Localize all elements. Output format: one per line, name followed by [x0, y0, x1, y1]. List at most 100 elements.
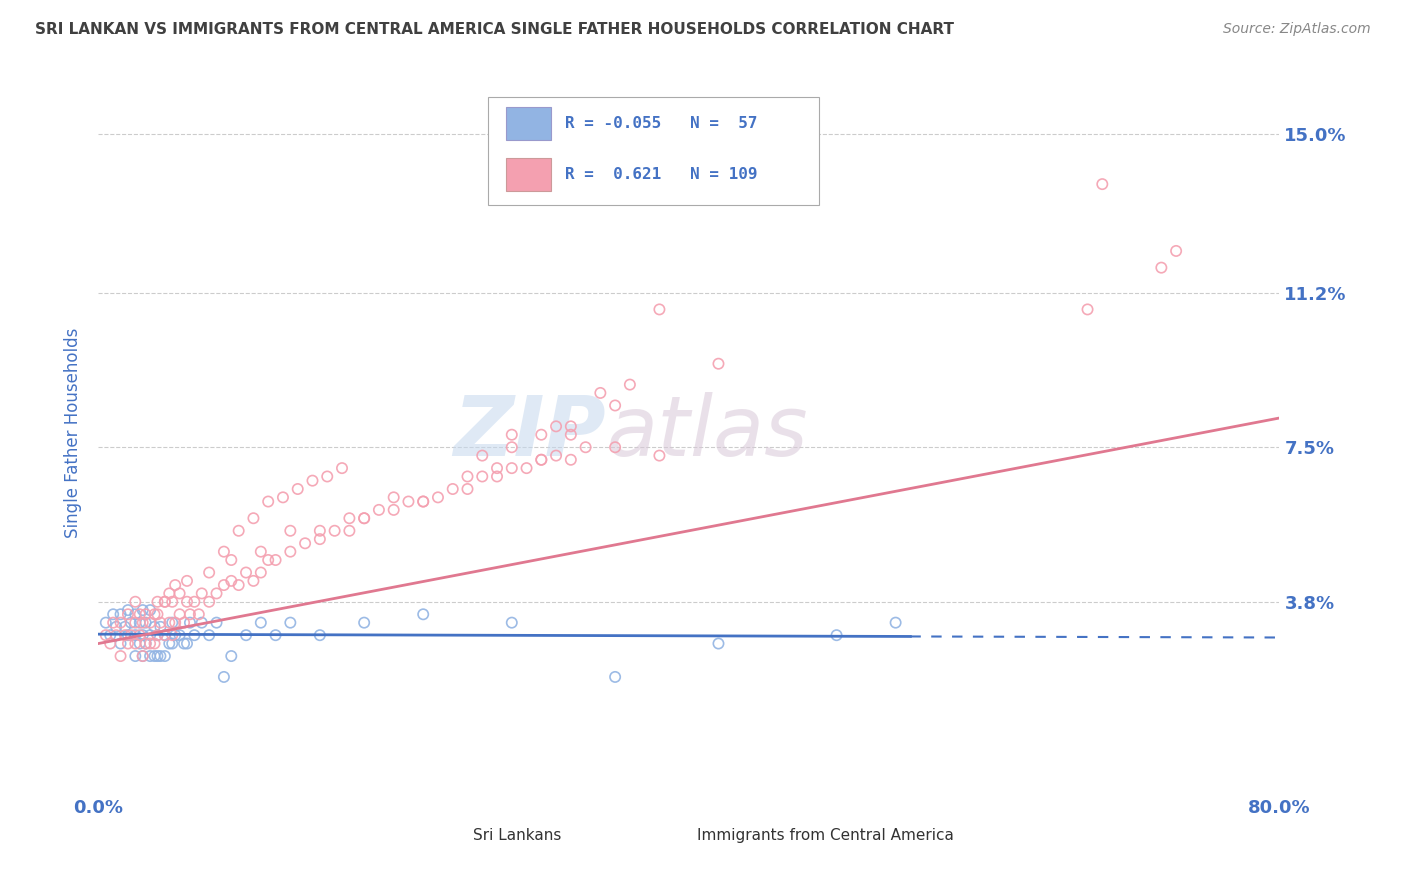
Point — [128, 615, 150, 630]
Point — [135, 636, 157, 650]
Point — [309, 628, 332, 642]
Point — [264, 628, 287, 642]
Point — [486, 461, 509, 475]
Point — [117, 636, 139, 650]
Point — [173, 636, 195, 650]
Point — [280, 544, 302, 558]
Point — [382, 503, 405, 517]
Point — [169, 607, 191, 622]
Point — [114, 628, 136, 642]
Point — [157, 636, 180, 650]
Point — [117, 603, 139, 617]
Point — [139, 648, 162, 663]
Point — [110, 636, 132, 650]
Point — [157, 586, 180, 600]
Point — [589, 386, 612, 401]
Point — [257, 494, 280, 508]
Point — [198, 628, 221, 642]
Point — [153, 628, 176, 642]
Point — [441, 482, 464, 496]
Point — [128, 628, 150, 642]
Point — [330, 461, 353, 475]
Point — [139, 636, 162, 650]
Point — [143, 607, 166, 622]
Point — [530, 452, 553, 467]
Point — [707, 357, 730, 371]
Point — [301, 474, 323, 488]
Text: atlas: atlas — [606, 392, 808, 473]
Point — [427, 491, 450, 505]
Point — [398, 494, 420, 508]
Point — [198, 566, 221, 580]
Point — [280, 524, 302, 538]
Point — [162, 595, 183, 609]
Point — [98, 636, 121, 650]
Point — [530, 427, 553, 442]
Point — [353, 511, 375, 525]
Point — [128, 636, 150, 650]
Point — [146, 628, 169, 642]
Point — [309, 532, 332, 546]
Point — [294, 536, 316, 550]
Point — [105, 628, 128, 642]
Point — [323, 524, 346, 538]
Point — [605, 440, 627, 454]
Point — [139, 603, 162, 617]
Point — [191, 615, 214, 630]
Point — [648, 302, 671, 317]
Point — [128, 607, 150, 622]
Point — [825, 628, 848, 642]
Point — [124, 648, 146, 663]
Point — [228, 578, 250, 592]
Point — [176, 636, 198, 650]
Point — [176, 595, 198, 609]
Point — [124, 607, 146, 622]
Point — [707, 636, 730, 650]
Point — [98, 628, 121, 642]
Point — [162, 628, 183, 642]
Point — [530, 452, 553, 467]
FancyBboxPatch shape — [488, 96, 818, 205]
Point — [120, 615, 142, 630]
Point — [250, 615, 273, 630]
Point — [139, 628, 162, 642]
Point — [110, 607, 132, 622]
Point — [486, 469, 509, 483]
Point — [560, 419, 582, 434]
Point — [124, 595, 146, 609]
Point — [221, 648, 243, 663]
Point — [605, 670, 627, 684]
Point — [457, 469, 479, 483]
Point — [103, 615, 125, 630]
Point — [368, 503, 391, 517]
Point — [143, 620, 166, 634]
Point — [139, 615, 162, 630]
Point — [183, 595, 205, 609]
Point — [146, 648, 169, 663]
Point — [146, 628, 169, 642]
FancyBboxPatch shape — [506, 108, 551, 140]
Point — [124, 636, 146, 650]
Point — [165, 578, 187, 592]
Point — [339, 524, 361, 538]
Point — [221, 553, 243, 567]
Point — [198, 595, 221, 609]
Point — [546, 419, 568, 434]
Point — [165, 615, 187, 630]
Point — [135, 636, 157, 650]
Point — [353, 511, 375, 525]
Text: Sri Lankans: Sri Lankans — [472, 828, 561, 843]
Point — [257, 553, 280, 567]
Point — [339, 511, 361, 525]
Point — [560, 452, 582, 467]
Point — [110, 648, 132, 663]
Point — [280, 615, 302, 630]
Text: SRI LANKAN VS IMMIGRANTS FROM CENTRAL AMERICA SINGLE FATHER HOUSEHOLDS CORRELATI: SRI LANKAN VS IMMIGRANTS FROM CENTRAL AM… — [35, 22, 955, 37]
Point — [132, 615, 155, 630]
FancyBboxPatch shape — [506, 158, 551, 191]
Text: ZIP: ZIP — [454, 392, 606, 473]
Point — [135, 607, 157, 622]
Point — [242, 511, 264, 525]
Point — [1166, 244, 1188, 258]
Point — [575, 440, 598, 454]
